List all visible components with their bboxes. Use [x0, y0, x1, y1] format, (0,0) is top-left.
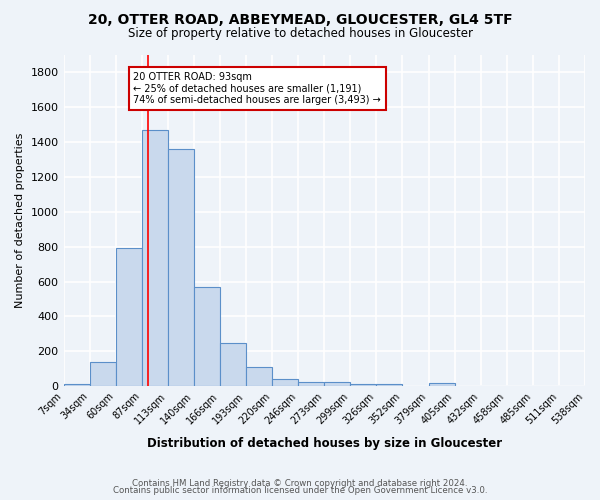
Text: Contains HM Land Registry data © Crown copyright and database right 2024.: Contains HM Land Registry data © Crown c… — [132, 478, 468, 488]
Bar — [298, 382, 324, 386]
Text: 20 OTTER ROAD: 93sqm
← 25% of detached houses are smaller (1,191)
74% of semi-de: 20 OTTER ROAD: 93sqm ← 25% of detached h… — [133, 72, 381, 104]
Bar — [64, 384, 89, 386]
Text: Contains public sector information licensed under the Open Government Licence v3: Contains public sector information licen… — [113, 486, 487, 495]
Bar — [376, 384, 403, 386]
Bar — [246, 367, 272, 386]
Text: Size of property relative to detached houses in Gloucester: Size of property relative to detached ho… — [128, 28, 473, 40]
Bar — [272, 379, 298, 386]
Bar — [194, 287, 220, 386]
Bar — [350, 384, 376, 386]
Bar — [428, 382, 455, 386]
Text: 20, OTTER ROAD, ABBEYMEAD, GLOUCESTER, GL4 5TF: 20, OTTER ROAD, ABBEYMEAD, GLOUCESTER, G… — [88, 12, 512, 26]
Bar — [324, 382, 350, 386]
Bar — [168, 149, 194, 386]
Y-axis label: Number of detached properties: Number of detached properties — [15, 133, 25, 308]
X-axis label: Distribution of detached houses by size in Gloucester: Distribution of detached houses by size … — [147, 437, 502, 450]
Bar — [142, 130, 168, 386]
Bar — [116, 248, 142, 386]
Bar — [89, 362, 116, 386]
Bar — [220, 344, 246, 386]
